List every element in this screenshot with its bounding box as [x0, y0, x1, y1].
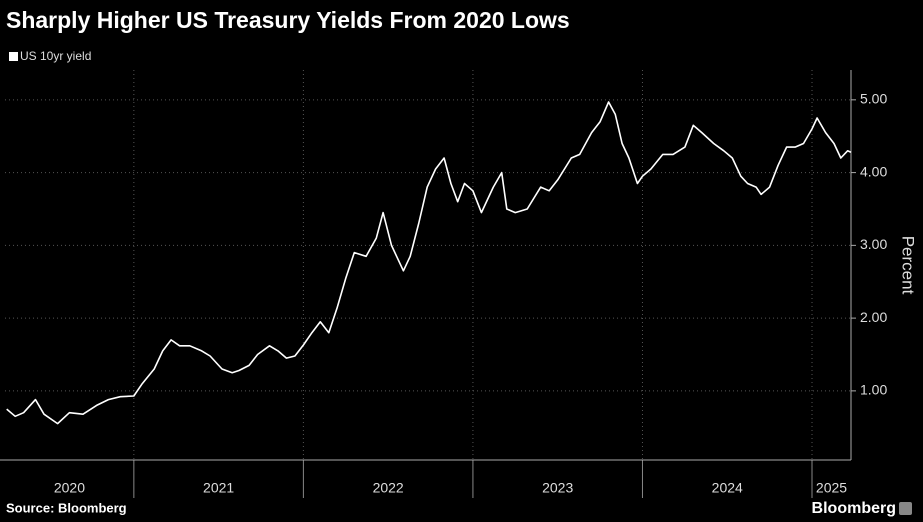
x-tick-label: 2023	[542, 480, 573, 496]
chart-title: Sharply Higher US Treasury Yields From 2…	[6, 7, 570, 33]
x-tick-label: 2020	[54, 480, 85, 496]
line	[6, 101, 852, 425]
y-tick-label: 3.00	[860, 236, 887, 252]
y-tick-label: 2.00	[860, 309, 887, 325]
y-tick-label: 4.00	[860, 163, 887, 179]
x-tick-label: 2021	[203, 480, 234, 496]
brand: Bloomberg	[812, 500, 896, 517]
x-tick-label: 2022	[373, 480, 404, 496]
y-axis-label: Percent	[899, 236, 918, 295]
brand-icon	[899, 502, 912, 515]
legend-swatch	[9, 52, 18, 61]
source: Source: Bloomberg	[6, 500, 127, 515]
y-tick-label: 5.00	[860, 91, 887, 107]
legend-label: US 10yr yield	[20, 49, 91, 63]
y-tick-label: 1.00	[860, 382, 887, 398]
x-tick-label: 2024	[712, 480, 743, 496]
x-tick-label: 2025	[816, 480, 847, 496]
